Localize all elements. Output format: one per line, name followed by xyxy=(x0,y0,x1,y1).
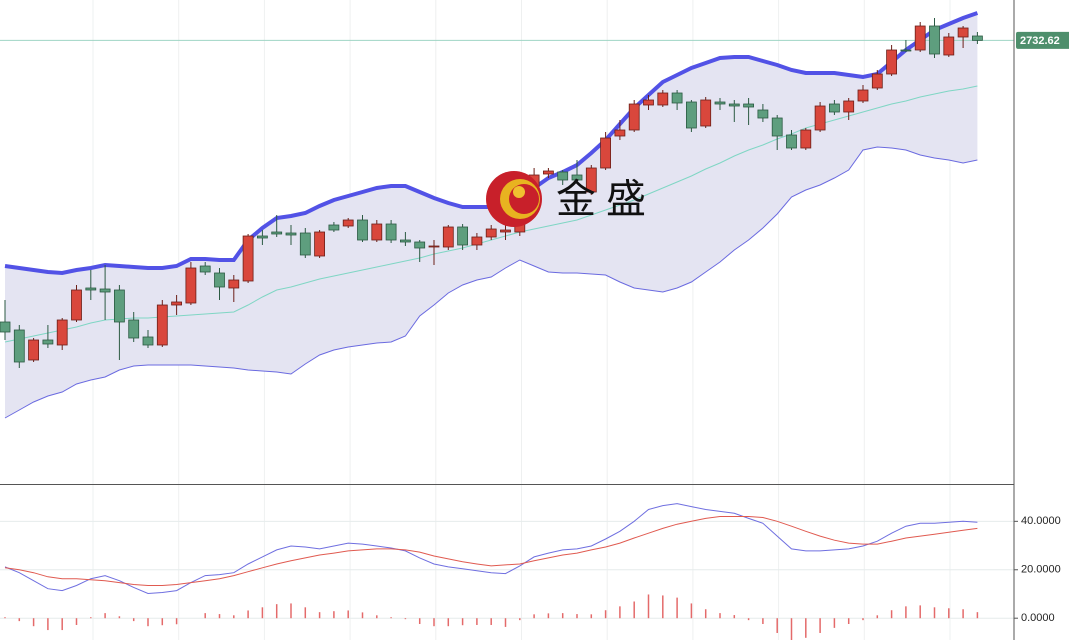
candle-body xyxy=(800,129,812,149)
candle-body xyxy=(671,92,683,104)
candle-body xyxy=(428,245,440,248)
logo: 金盛 xyxy=(486,171,656,227)
candle-body xyxy=(442,226,454,248)
candle-body xyxy=(843,100,855,113)
candle-body xyxy=(628,103,640,131)
candle-body xyxy=(0,321,11,333)
candle-body xyxy=(929,25,940,55)
candle-body xyxy=(957,27,969,38)
candle-body xyxy=(314,231,326,257)
candle-body xyxy=(13,329,25,363)
candle-body xyxy=(299,232,311,256)
candle-body xyxy=(543,170,554,175)
candle-body xyxy=(500,229,511,233)
candle-body xyxy=(156,304,168,346)
candle-body xyxy=(714,101,726,105)
logo-core xyxy=(509,184,539,214)
last-price-box xyxy=(1016,31,1069,49)
candle-body xyxy=(657,92,669,106)
candle-body xyxy=(228,279,240,289)
candle-body xyxy=(385,223,397,241)
candle-body xyxy=(900,49,912,52)
candle-body xyxy=(256,235,268,239)
candle-body xyxy=(743,103,754,108)
candle-body xyxy=(99,288,111,293)
candle-body xyxy=(185,267,197,304)
macd-panel: 0.0000 20.0000 40.0000 xyxy=(0,503,1061,640)
candle-body xyxy=(242,235,254,282)
candle-body xyxy=(871,73,883,89)
candle-body xyxy=(42,339,54,345)
candle-body xyxy=(114,289,125,323)
candle-body xyxy=(371,223,383,241)
y-tick-label: 0.0000 xyxy=(1021,612,1055,624)
last-price-label: 2732.62 xyxy=(1020,35,1060,47)
candle-body xyxy=(728,103,740,107)
candle-body xyxy=(571,174,583,181)
y-tick-label: 20.0000 xyxy=(1021,564,1061,576)
candle-body xyxy=(285,232,297,236)
candle-body xyxy=(686,101,697,129)
candle-body xyxy=(829,103,840,113)
candle-body xyxy=(886,49,897,75)
candle-body xyxy=(471,236,483,246)
macd-line xyxy=(4,503,978,595)
candle-body xyxy=(771,117,783,137)
candle-body xyxy=(28,339,40,361)
candle-body xyxy=(357,219,368,241)
candle-body xyxy=(643,99,654,106)
candle-body xyxy=(142,336,154,346)
candle-body xyxy=(943,36,955,56)
candle-body xyxy=(600,137,611,169)
candle-body xyxy=(171,301,183,306)
candle-body xyxy=(56,319,68,346)
candle-body xyxy=(485,228,497,238)
candle-body xyxy=(214,272,225,288)
candle-body xyxy=(814,105,826,131)
candle-body xyxy=(199,265,211,273)
candle-body xyxy=(786,134,797,149)
candle-body xyxy=(271,231,283,235)
candle-body xyxy=(585,167,597,193)
candle-body xyxy=(557,171,569,181)
candle-body xyxy=(972,35,983,41)
candle-body xyxy=(614,129,626,137)
candle-body xyxy=(328,224,340,231)
candle-body xyxy=(128,319,140,339)
candle-body xyxy=(857,89,869,102)
watermark: 金盛 xyxy=(556,178,656,222)
candle-body xyxy=(457,226,469,246)
candle-body xyxy=(414,241,426,249)
candle-body xyxy=(914,25,926,51)
candle-body xyxy=(757,109,769,119)
candle-body xyxy=(342,219,354,227)
y-tick-label: 40.0000 xyxy=(1021,515,1061,527)
macd-line xyxy=(4,516,978,586)
candle-body xyxy=(700,99,712,127)
candle-body xyxy=(71,289,82,321)
candle-body xyxy=(399,239,411,243)
candle-body xyxy=(85,287,97,291)
band-line xyxy=(4,146,978,419)
logo-dot xyxy=(513,186,525,198)
